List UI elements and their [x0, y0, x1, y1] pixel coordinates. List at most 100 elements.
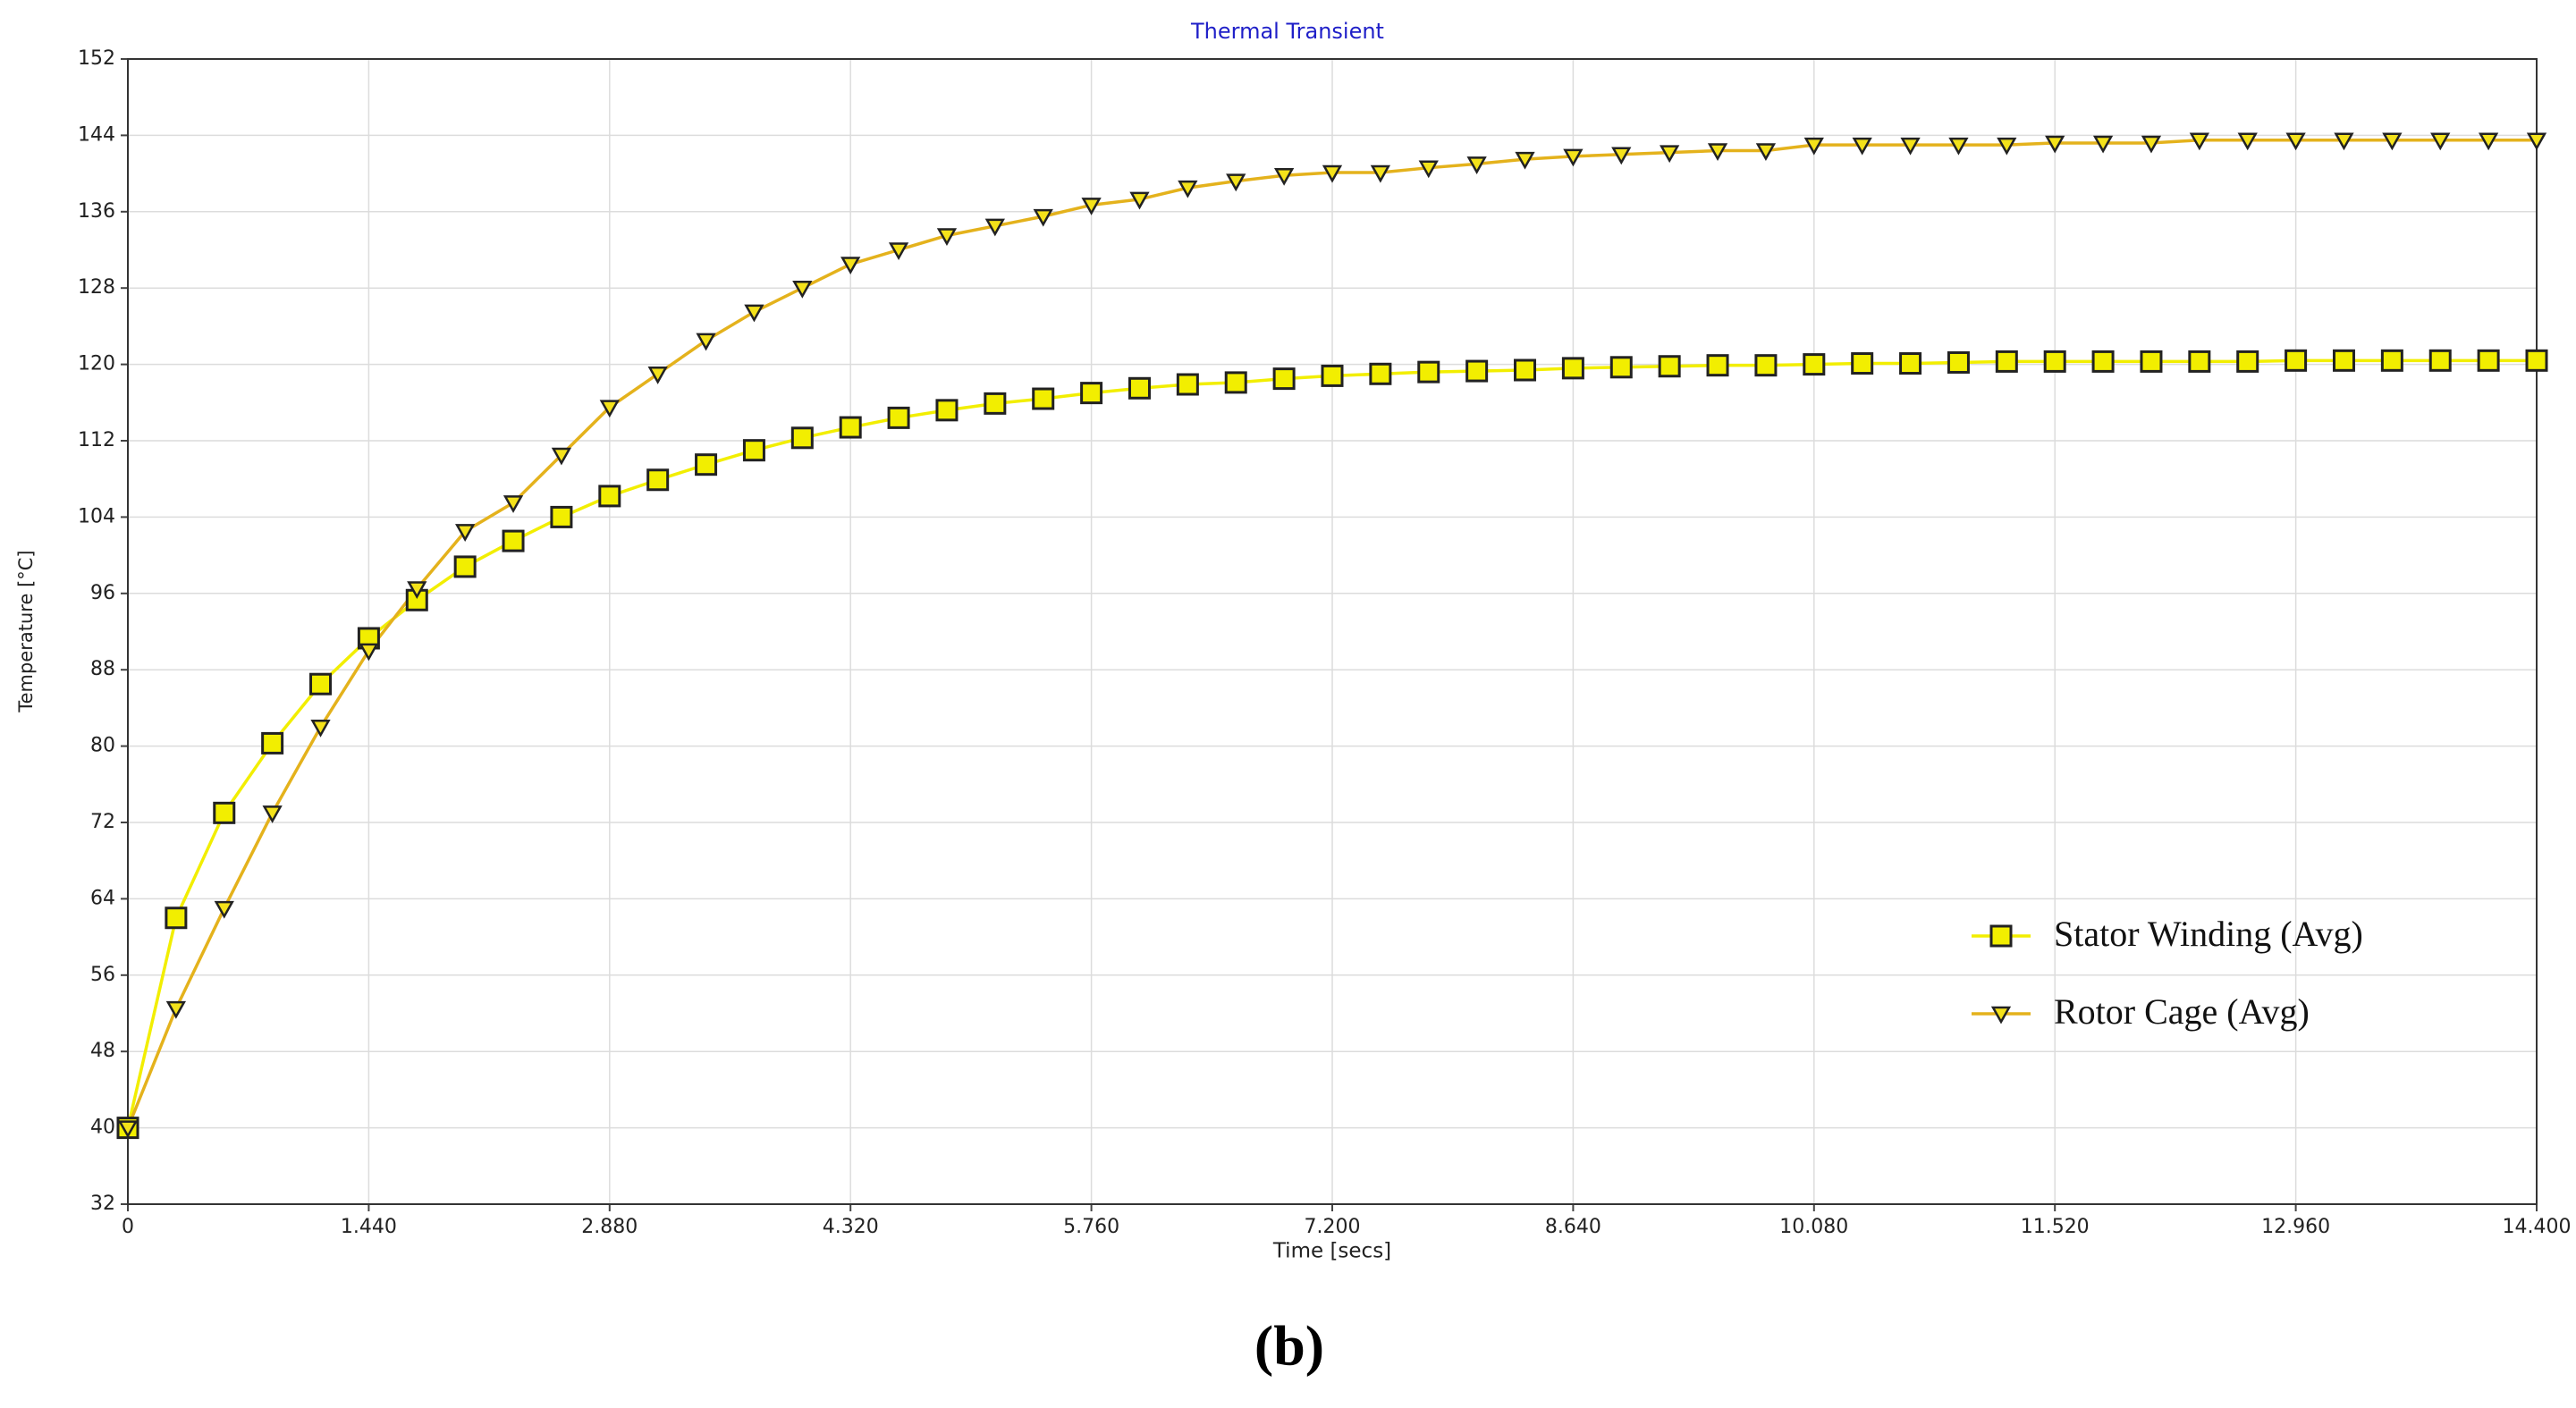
marker — [1755, 143, 1777, 162]
plot-frame — [127, 58, 2538, 1205]
marker — [455, 524, 476, 542]
y-tick-label: 112 — [78, 429, 115, 451]
x-tick-label: 10.080 — [1779, 1216, 1848, 1238]
marker — [1321, 364, 1344, 387]
marker — [1128, 376, 1151, 400]
y-tick-label: 64 — [90, 887, 115, 909]
marker — [1226, 173, 1246, 192]
marker — [1176, 373, 1199, 396]
marker — [551, 447, 572, 466]
marker — [1803, 137, 1824, 156]
marker — [792, 280, 813, 299]
y-tick-label: 48 — [90, 1040, 115, 1062]
marker — [502, 529, 525, 552]
y-tick-label: 88 — [90, 658, 115, 680]
marker — [2430, 132, 2451, 151]
marker — [1515, 151, 1535, 170]
marker — [1466, 156, 1487, 174]
y-tick-label: 32 — [90, 1193, 115, 1215]
marker — [550, 505, 573, 528]
x-tick-label: 14.400 — [2503, 1216, 2572, 1238]
marker — [1706, 354, 1729, 377]
x-tick-label: 4.320 — [823, 1216, 879, 1238]
y-tick-label: 56 — [90, 964, 115, 986]
marker — [2092, 135, 2114, 154]
marker — [839, 416, 862, 439]
legend-label: Rotor Cage (Avg) — [2054, 991, 2310, 1032]
marker — [2285, 349, 2308, 372]
marker — [1178, 180, 1198, 198]
marker — [1032, 387, 1055, 410]
legend-marker — [1990, 1006, 2012, 1024]
y-tick-label: 128 — [78, 276, 115, 299]
marker — [1514, 358, 1537, 382]
marker — [2141, 135, 2162, 154]
marker — [1273, 167, 1295, 186]
y-tick-label: 120 — [78, 353, 115, 375]
marker — [646, 468, 670, 492]
marker — [453, 555, 477, 578]
marker — [695, 453, 718, 476]
chart-title: Thermal Transient — [1190, 19, 1384, 44]
marker — [2237, 132, 2258, 151]
marker — [1322, 164, 1343, 183]
marker — [1272, 367, 1296, 391]
marker — [1660, 145, 1680, 164]
marker — [213, 801, 236, 824]
marker — [1611, 147, 1632, 165]
y-tick-label: 40 — [90, 1117, 115, 1139]
marker — [1803, 353, 1826, 376]
marker — [1370, 164, 1391, 183]
marker — [1224, 371, 1247, 394]
marker — [1369, 362, 1392, 385]
marker — [2334, 132, 2354, 151]
marker — [1417, 360, 1440, 384]
marker — [1563, 148, 1584, 167]
marker — [2526, 132, 2547, 151]
x-axis-label: Time [secs] — [1272, 1240, 1391, 1263]
marker — [1947, 350, 1970, 374]
marker — [261, 731, 284, 755]
marker — [310, 720, 331, 738]
marker — [2478, 132, 2499, 151]
marker — [647, 367, 668, 384]
marker — [2477, 349, 2500, 372]
marker — [2091, 350, 2115, 373]
marker — [1080, 382, 1103, 405]
marker — [1561, 357, 1584, 380]
marker — [117, 1120, 139, 1139]
y-axis-label: Temperature [°C] — [15, 550, 37, 712]
marker — [936, 228, 958, 247]
y-tick-label: 80 — [90, 735, 115, 757]
marker — [214, 900, 234, 919]
marker — [2188, 350, 2211, 373]
marker — [742, 439, 765, 462]
marker — [2428, 349, 2452, 372]
marker — [2043, 350, 2066, 373]
x-tick-label: 0 — [122, 1216, 134, 1238]
marker — [888, 242, 909, 261]
y-tick-label: 136 — [78, 200, 115, 223]
caption: (b) — [1254, 1314, 1324, 1378]
marker — [1754, 354, 1778, 377]
x-tick-label: 2.880 — [581, 1216, 638, 1238]
marker — [1899, 352, 1922, 375]
marker — [1465, 359, 1489, 383]
y-tick-label: 72 — [90, 811, 115, 833]
marker — [309, 672, 333, 696]
marker — [2332, 349, 2355, 372]
marker — [840, 257, 861, 275]
marker — [1658, 355, 1681, 378]
marker — [262, 805, 283, 823]
marker — [1081, 198, 1102, 215]
marker — [935, 399, 959, 422]
marker — [1851, 352, 1874, 375]
marker — [984, 392, 1007, 415]
marker — [2285, 132, 2306, 151]
y-tick-label: 144 — [78, 123, 115, 146]
marker — [1609, 356, 1633, 379]
marker — [407, 581, 427, 600]
marker — [599, 400, 620, 418]
x-tick-label: 5.760 — [1063, 1216, 1119, 1238]
